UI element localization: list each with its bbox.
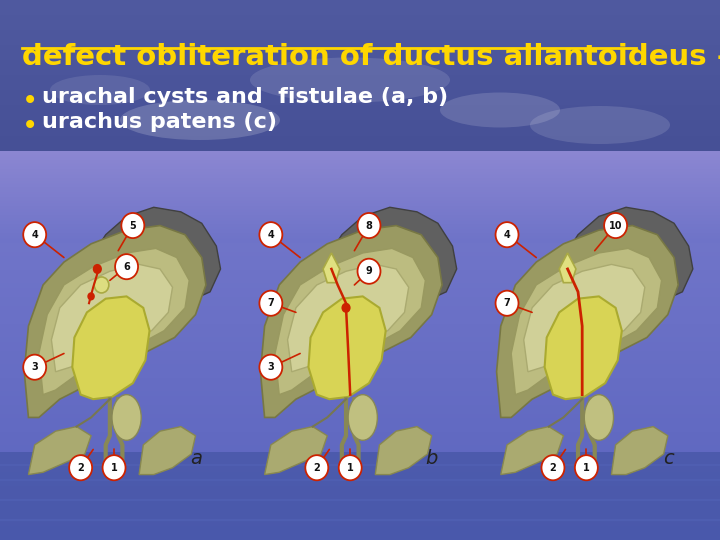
Text: 9: 9 xyxy=(366,266,372,276)
Ellipse shape xyxy=(530,106,670,144)
Circle shape xyxy=(338,455,361,480)
Circle shape xyxy=(94,277,109,293)
Text: 2: 2 xyxy=(313,463,320,472)
Circle shape xyxy=(358,213,380,238)
Polygon shape xyxy=(51,265,173,372)
Circle shape xyxy=(69,455,92,480)
Polygon shape xyxy=(544,296,622,399)
Text: 10: 10 xyxy=(609,220,622,231)
Text: 1: 1 xyxy=(111,463,117,472)
Text: 1: 1 xyxy=(583,463,590,472)
Ellipse shape xyxy=(348,395,377,440)
Circle shape xyxy=(604,213,627,238)
Circle shape xyxy=(122,213,144,238)
Text: 5: 5 xyxy=(130,220,136,231)
Text: b: b xyxy=(426,449,438,468)
Ellipse shape xyxy=(112,395,141,440)
Text: urachus patens (c): urachus patens (c) xyxy=(42,112,277,132)
Circle shape xyxy=(93,264,102,274)
Polygon shape xyxy=(81,207,220,310)
Ellipse shape xyxy=(440,92,560,127)
Polygon shape xyxy=(261,226,442,417)
Polygon shape xyxy=(308,296,386,399)
Circle shape xyxy=(87,292,95,300)
Circle shape xyxy=(541,455,564,480)
Circle shape xyxy=(23,355,46,380)
Text: urachal cysts and  fistulae (a, b): urachal cysts and fistulae (a, b) xyxy=(42,87,448,107)
Polygon shape xyxy=(323,253,340,282)
Circle shape xyxy=(341,303,351,313)
Circle shape xyxy=(259,355,282,380)
Polygon shape xyxy=(275,248,426,395)
Polygon shape xyxy=(317,207,456,310)
Polygon shape xyxy=(287,265,409,372)
Text: 7: 7 xyxy=(504,298,510,308)
Circle shape xyxy=(495,222,518,247)
Ellipse shape xyxy=(250,57,450,103)
Text: a: a xyxy=(190,449,202,468)
Polygon shape xyxy=(523,265,645,372)
Text: 4: 4 xyxy=(268,230,274,240)
Polygon shape xyxy=(72,296,150,399)
Circle shape xyxy=(358,259,380,284)
Polygon shape xyxy=(375,427,432,475)
Circle shape xyxy=(23,222,46,247)
Polygon shape xyxy=(24,226,206,417)
Circle shape xyxy=(259,291,282,316)
Polygon shape xyxy=(29,427,91,475)
Text: 4: 4 xyxy=(504,230,510,240)
Ellipse shape xyxy=(50,75,150,105)
Text: 2: 2 xyxy=(77,463,84,472)
Polygon shape xyxy=(39,248,189,395)
Text: 4: 4 xyxy=(32,230,38,240)
Text: 8: 8 xyxy=(366,220,372,231)
Circle shape xyxy=(575,455,598,480)
Text: 1: 1 xyxy=(347,463,354,472)
Polygon shape xyxy=(553,207,693,310)
Circle shape xyxy=(102,455,125,480)
Text: 7: 7 xyxy=(268,298,274,308)
Text: 3: 3 xyxy=(32,362,38,372)
Text: •: • xyxy=(22,112,38,140)
Polygon shape xyxy=(139,427,196,475)
Polygon shape xyxy=(511,248,662,395)
Polygon shape xyxy=(497,226,678,417)
Text: 2: 2 xyxy=(549,463,557,472)
Text: 3: 3 xyxy=(268,362,274,372)
Polygon shape xyxy=(559,253,576,282)
Text: •: • xyxy=(22,87,38,115)
Circle shape xyxy=(305,455,328,480)
Ellipse shape xyxy=(120,100,280,140)
Circle shape xyxy=(259,222,282,247)
Polygon shape xyxy=(611,427,668,475)
Bar xyxy=(0,452,720,540)
Text: 6: 6 xyxy=(123,262,130,272)
Polygon shape xyxy=(501,427,564,475)
Text: c: c xyxy=(663,449,674,468)
Text: defect obliteration of ductus allantoideus –: defect obliteration of ductus allantoide… xyxy=(22,43,720,71)
Circle shape xyxy=(115,254,138,279)
Ellipse shape xyxy=(585,395,613,440)
Polygon shape xyxy=(265,427,327,475)
Circle shape xyxy=(495,291,518,316)
